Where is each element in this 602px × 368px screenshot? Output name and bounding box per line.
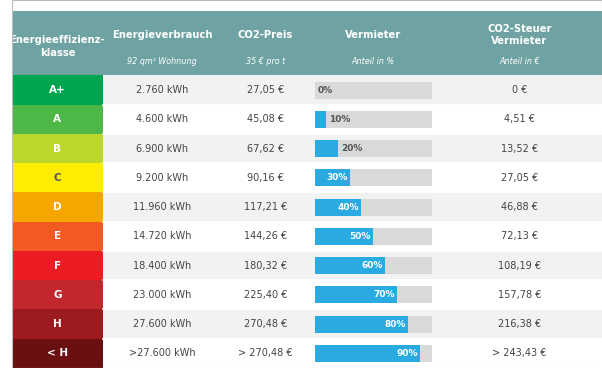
FancyBboxPatch shape (103, 163, 602, 192)
Text: 108,19 €: 108,19 € (498, 261, 541, 270)
FancyBboxPatch shape (11, 163, 103, 192)
Text: 180,32 €: 180,32 € (244, 261, 287, 270)
Text: 2.760 kWh: 2.760 kWh (136, 85, 188, 95)
FancyBboxPatch shape (314, 345, 432, 362)
Text: 4,51 €: 4,51 € (504, 114, 535, 124)
Text: G: G (53, 290, 61, 300)
FancyBboxPatch shape (103, 134, 602, 163)
Text: 27.600 kWh: 27.600 kWh (133, 319, 191, 329)
Text: 60%: 60% (361, 261, 383, 270)
Text: 72,13 €: 72,13 € (501, 231, 538, 241)
Text: 90,16 €: 90,16 € (247, 173, 284, 183)
Text: 40%: 40% (338, 203, 359, 212)
FancyBboxPatch shape (11, 105, 103, 134)
FancyBboxPatch shape (103, 222, 602, 251)
FancyBboxPatch shape (314, 228, 373, 245)
FancyBboxPatch shape (103, 339, 602, 368)
FancyBboxPatch shape (103, 251, 602, 280)
Text: 157,78 €: 157,78 € (498, 290, 541, 300)
FancyBboxPatch shape (314, 345, 420, 362)
Text: A: A (54, 114, 61, 124)
Text: Energieverbrauch: Energieverbrauch (112, 30, 213, 40)
Text: E: E (54, 231, 61, 241)
Text: Energieeffizienz-
klasse: Energieeffizienz- klasse (10, 35, 105, 58)
FancyBboxPatch shape (11, 222, 103, 251)
FancyBboxPatch shape (103, 75, 602, 105)
FancyBboxPatch shape (314, 228, 432, 245)
Text: Vermieter: Vermieter (345, 30, 402, 40)
Text: A+: A+ (49, 85, 66, 95)
Text: Anteil in %: Anteil in % (352, 57, 395, 66)
Text: CO2-Preis: CO2-Preis (238, 30, 293, 40)
FancyBboxPatch shape (314, 286, 397, 303)
Text: 14.720 kWh: 14.720 kWh (133, 231, 191, 241)
Text: 90%: 90% (396, 349, 418, 358)
FancyBboxPatch shape (103, 309, 602, 339)
Text: 10%: 10% (329, 115, 350, 124)
FancyBboxPatch shape (11, 134, 103, 163)
Text: 27,05 €: 27,05 € (247, 85, 284, 95)
Text: 4.600 kWh: 4.600 kWh (136, 114, 188, 124)
Text: 35 € pro t: 35 € pro t (246, 57, 285, 66)
Text: 67,62 €: 67,62 € (247, 144, 284, 153)
FancyBboxPatch shape (11, 309, 103, 339)
Text: 6.900 kWh: 6.900 kWh (136, 144, 188, 153)
Text: 23.000 kWh: 23.000 kWh (133, 290, 191, 300)
Text: H: H (53, 319, 62, 329)
FancyBboxPatch shape (314, 140, 432, 157)
Text: > 270,48 €: > 270,48 € (238, 348, 293, 358)
Text: CO2-Steuer
Vermieter: CO2-Steuer Vermieter (487, 24, 551, 46)
Text: 0%: 0% (318, 86, 333, 95)
FancyBboxPatch shape (314, 199, 361, 216)
FancyBboxPatch shape (11, 251, 103, 280)
FancyBboxPatch shape (314, 316, 409, 333)
FancyBboxPatch shape (314, 286, 432, 303)
Text: 45,08 €: 45,08 € (247, 114, 284, 124)
FancyBboxPatch shape (314, 169, 432, 186)
Text: 0 €: 0 € (512, 85, 527, 95)
Text: 46,88 €: 46,88 € (501, 202, 538, 212)
Text: 70%: 70% (373, 290, 394, 299)
Text: Anteil in €: Anteil in € (499, 57, 539, 66)
Text: 20%: 20% (341, 144, 362, 153)
Text: 30%: 30% (326, 173, 347, 182)
Text: 117,21 €: 117,21 € (244, 202, 287, 212)
FancyBboxPatch shape (11, 11, 602, 75)
Text: 18.400 kWh: 18.400 kWh (133, 261, 191, 270)
FancyBboxPatch shape (314, 169, 350, 186)
Text: 92 qm² Wohnung: 92 qm² Wohnung (127, 57, 197, 66)
FancyBboxPatch shape (314, 111, 326, 128)
Text: B: B (54, 144, 61, 153)
Text: < H: < H (47, 348, 68, 358)
Text: D: D (53, 202, 62, 212)
Text: 13,52 €: 13,52 € (501, 144, 538, 153)
Text: 216,38 €: 216,38 € (498, 319, 541, 329)
FancyBboxPatch shape (103, 280, 602, 309)
Text: 270,48 €: 270,48 € (244, 319, 287, 329)
Text: >27.600 kWh: >27.600 kWh (129, 348, 196, 358)
FancyBboxPatch shape (314, 257, 385, 274)
Text: 80%: 80% (385, 320, 406, 329)
FancyBboxPatch shape (314, 82, 432, 99)
Text: 225,40 €: 225,40 € (244, 290, 287, 300)
FancyBboxPatch shape (11, 280, 103, 309)
Text: 144,26 €: 144,26 € (244, 231, 287, 241)
FancyBboxPatch shape (103, 105, 602, 134)
FancyBboxPatch shape (11, 339, 103, 368)
FancyBboxPatch shape (103, 192, 602, 222)
FancyBboxPatch shape (11, 192, 103, 222)
FancyBboxPatch shape (314, 199, 432, 216)
Text: 11.960 kWh: 11.960 kWh (133, 202, 191, 212)
Text: 27,05 €: 27,05 € (501, 173, 538, 183)
FancyBboxPatch shape (314, 316, 432, 333)
Text: F: F (54, 261, 61, 270)
Text: 50%: 50% (350, 232, 371, 241)
Text: C: C (54, 173, 61, 183)
Text: 9.200 kWh: 9.200 kWh (136, 173, 188, 183)
FancyBboxPatch shape (314, 111, 432, 128)
FancyBboxPatch shape (11, 75, 103, 105)
FancyBboxPatch shape (314, 257, 432, 274)
Text: > 243,43 €: > 243,43 € (492, 348, 547, 358)
FancyBboxPatch shape (314, 140, 338, 157)
